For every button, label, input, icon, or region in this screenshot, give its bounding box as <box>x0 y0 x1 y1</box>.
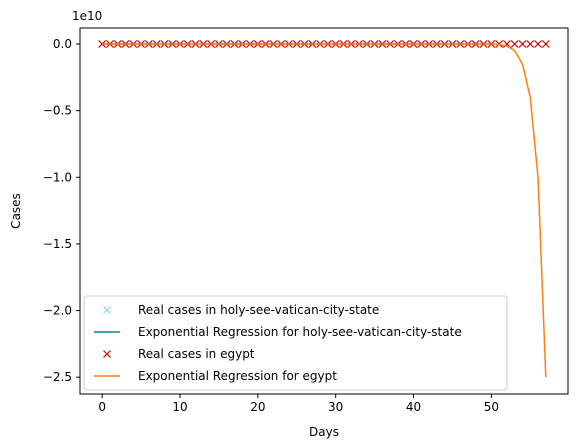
y-tick-label: −0.5 <box>43 104 72 118</box>
legend-entry-label: Real cases in holy-see-vatican-city-stat… <box>138 303 379 317</box>
x-tick-label: 10 <box>172 400 187 414</box>
y-tick-label: −2.0 <box>43 304 72 318</box>
x-tick-label: 40 <box>406 400 421 414</box>
data-point-marker <box>541 40 550 48</box>
legend: Real cases in holy-see-vatican-city-stat… <box>83 295 508 391</box>
data-point-marker <box>103 350 111 358</box>
x-tick-label: 30 <box>328 400 343 414</box>
x-axis-ticks: 0 10 20 30 40 50 <box>98 394 499 414</box>
data-point-marker <box>510 40 519 48</box>
series-line <box>102 43 547 378</box>
x-tick-label: 50 <box>484 400 499 414</box>
legend-entry-label: Exponential Regression for egypt <box>138 369 337 383</box>
data-point-marker <box>518 40 527 48</box>
y-tick-label: −1.5 <box>43 237 72 251</box>
y-axis-label: Cases <box>9 193 23 229</box>
axes-frame <box>79 27 569 395</box>
legend-box <box>83 295 508 391</box>
series-3 <box>102 43 547 378</box>
y-offset-label: 1e10 <box>72 9 102 23</box>
y-tick-label: 0.0 <box>53 37 72 51</box>
legend-entry-label: Exponential Regression for holy-see-vati… <box>138 325 462 339</box>
x-axis-label: Days <box>309 425 339 439</box>
data-point-marker <box>103 306 111 314</box>
x-tick-label: 20 <box>250 400 265 414</box>
y-axis-ticks: 0.0 −0.5 −1.0 −1.5 −2.0 −2.5 <box>43 37 80 384</box>
plot-marks <box>98 40 550 378</box>
data-point-marker <box>526 40 535 48</box>
legend-entry-label: Real cases in egypt <box>138 347 255 361</box>
y-tick-label: −2.5 <box>43 370 72 384</box>
x-tick-label: 0 <box>98 400 106 414</box>
y-tick-label: −1.0 <box>43 170 72 184</box>
data-point-marker <box>534 40 542 48</box>
